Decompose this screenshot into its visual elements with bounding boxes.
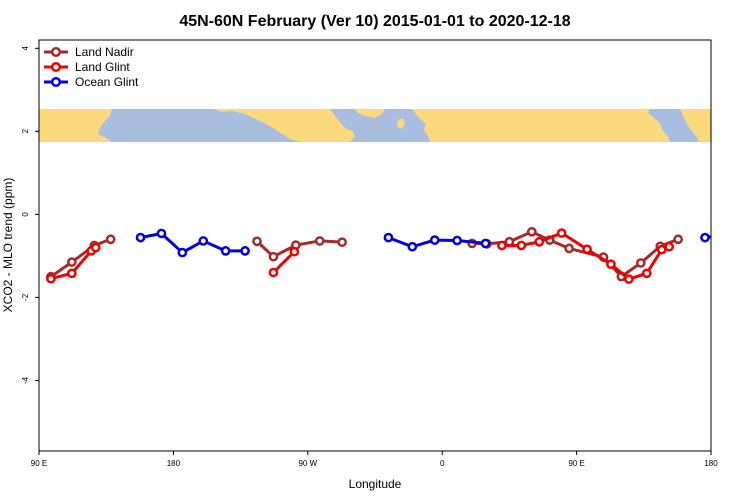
data-point bbox=[656, 244, 667, 255]
legend-marker bbox=[50, 46, 62, 58]
data-point bbox=[268, 267, 279, 278]
data-point bbox=[252, 236, 262, 247]
chart-title: 45N-60N February (Ver 10) 2015-01-01 to … bbox=[179, 13, 570, 30]
legend-label: Land Nadir bbox=[75, 45, 134, 59]
series-ocean-glint bbox=[135, 228, 731, 258]
data-point bbox=[177, 247, 188, 258]
data-point bbox=[337, 237, 347, 248]
y-tick-label: 0 bbox=[21, 212, 30, 217]
map-land-europe-asia bbox=[412, 109, 670, 142]
map-land-alaska-canada bbox=[214, 109, 355, 142]
data-point bbox=[724, 230, 731, 237]
x-tick-label: 180 bbox=[704, 459, 718, 468]
data-point bbox=[220, 246, 231, 256]
data-point bbox=[135, 232, 146, 243]
map-land-british-isles bbox=[397, 118, 405, 129]
data-point bbox=[582, 244, 592, 255]
data-point bbox=[534, 236, 545, 247]
data-point bbox=[564, 243, 574, 254]
data-point bbox=[624, 274, 634, 284]
data-point bbox=[526, 226, 537, 237]
data-point bbox=[497, 240, 507, 251]
x-tick-label: 180 bbox=[167, 459, 181, 468]
y-tick-label: -4 bbox=[21, 376, 30, 384]
series-line bbox=[272, 250, 296, 274]
x-axis-ticks: 90 E 180 90 W 0 90 E 180 bbox=[31, 451, 718, 468]
map-land-greenland bbox=[355, 109, 385, 118]
series-layer bbox=[46, 226, 731, 284]
x-tick-label: 90 E bbox=[31, 459, 47, 468]
plot-frame bbox=[38, 39, 712, 452]
x-tick-label: 90 W bbox=[298, 459, 317, 468]
y-tick-label: 2 bbox=[21, 129, 30, 134]
data-point bbox=[105, 234, 116, 245]
data-point bbox=[289, 246, 300, 257]
series-line bbox=[501, 231, 670, 281]
data-point bbox=[198, 236, 209, 246]
data-point bbox=[516, 240, 527, 251]
data-point bbox=[635, 258, 646, 268]
data-point bbox=[90, 242, 101, 253]
data-point bbox=[268, 251, 279, 262]
data-point bbox=[452, 235, 462, 246]
data-point bbox=[407, 241, 418, 252]
legend-label: Land Glint bbox=[75, 60, 130, 74]
data-point bbox=[664, 241, 675, 252]
y-axis-ticks: 4 2 0 -2 -4 bbox=[21, 46, 39, 384]
data-point bbox=[314, 236, 325, 246]
world-map-band bbox=[39, 109, 711, 142]
data-point bbox=[67, 268, 77, 279]
y-tick-label: 4 bbox=[21, 46, 30, 51]
data-point bbox=[700, 232, 710, 243]
map-land-asia bbox=[39, 109, 112, 142]
data-point bbox=[606, 259, 616, 270]
data-point bbox=[383, 232, 394, 243]
series-land-glint bbox=[46, 228, 675, 284]
data-point bbox=[641, 268, 652, 279]
data-point bbox=[46, 273, 56, 284]
x-tick-label: 0 bbox=[440, 459, 445, 468]
data-point bbox=[480, 238, 491, 249]
data-point bbox=[240, 246, 250, 256]
y-axis-label: XCO2 - MLO trend (ppm) bbox=[1, 178, 15, 313]
data-point bbox=[673, 234, 683, 245]
series-line bbox=[50, 237, 112, 278]
data-point bbox=[556, 228, 567, 238]
x-tick-label: 90 E bbox=[568, 459, 584, 468]
y-tick-label: -2 bbox=[21, 293, 30, 301]
x-axis-label: Longitude bbox=[349, 477, 402, 491]
data-point bbox=[429, 235, 440, 245]
legend-label: Ocean Glint bbox=[75, 75, 139, 89]
data-point bbox=[67, 257, 77, 267]
data-point bbox=[156, 228, 167, 239]
legend-marker bbox=[50, 76, 62, 88]
series-land-nadir bbox=[46, 226, 683, 282]
map-land-kamchatka bbox=[680, 109, 711, 142]
legend-marker bbox=[50, 61, 62, 73]
